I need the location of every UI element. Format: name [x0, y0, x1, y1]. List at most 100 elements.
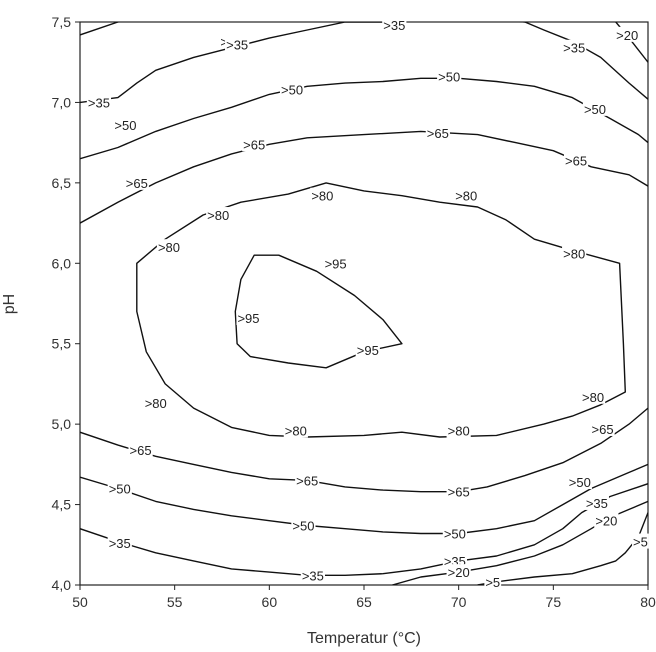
contour-label-background — [567, 474, 592, 490]
contour-label-text: >35 — [226, 38, 248, 53]
contour-label: >5 — [632, 533, 649, 550]
contour-line-5 — [477, 512, 648, 585]
contour-label: >50 — [567, 474, 592, 490]
contour-label-background — [107, 535, 132, 551]
contour-label: >50 — [437, 68, 462, 85]
contour-label-text: >65 — [296, 473, 318, 488]
contour-label-text: >65 — [130, 443, 152, 458]
contour-label: >65 — [446, 483, 471, 500]
contour-label-background — [446, 422, 471, 438]
x-tick-label: 60 — [262, 594, 278, 610]
contour-label-background — [242, 136, 267, 152]
contour-label-text: >65 — [126, 176, 148, 191]
y-tick-label: 7,0 — [52, 94, 72, 110]
contour-label: >95 — [236, 309, 261, 326]
contour-label-text: >50 — [584, 102, 606, 117]
contour-label-background — [113, 116, 138, 132]
contour-line-35-upper — [80, 22, 121, 36]
contour-label: >35 — [382, 17, 407, 33]
contour-label-text: >65 — [243, 137, 265, 152]
contour-label: >65 — [128, 441, 153, 458]
contour-label-text: >50 — [569, 475, 591, 490]
contour-label-text: >35 — [302, 568, 324, 583]
contour-line-50-lower — [80, 463, 648, 535]
contour-label-text: >80 — [448, 424, 470, 439]
contour-label-background — [310, 187, 335, 203]
contour-label-text: >50 — [114, 118, 136, 133]
contour-line-95 — [234, 254, 403, 369]
contour-label: >20 — [446, 564, 471, 580]
contour-label: >65 — [124, 174, 149, 191]
contour-line-80 — [136, 182, 626, 438]
contour-label-text: >5 — [485, 575, 500, 590]
x-tick-label: 50 — [72, 594, 88, 610]
contour-label: >35 — [300, 567, 325, 583]
contour-label-text: >20 — [595, 514, 617, 529]
contour-label-background — [632, 533, 649, 549]
contour-label: >65 — [425, 124, 450, 141]
contour-label-background — [156, 239, 182, 255]
y-tick-label: 7,5 — [52, 14, 72, 30]
contour-label-text: >50 — [292, 518, 314, 533]
contour-lines — [80, 22, 648, 585]
contour-label: >35 — [107, 535, 132, 551]
contour-label-background — [582, 100, 608, 116]
contour-label-text: >95 — [357, 343, 379, 358]
contour-label-text: >50 — [438, 70, 460, 85]
contour-label-background — [425, 124, 450, 140]
contour-label-text: >35 — [586, 496, 608, 511]
contour-label: >95 — [323, 255, 348, 271]
contour-label-text: >35 — [383, 18, 405, 33]
contour-label: >35 — [86, 94, 112, 110]
contour-label: >80 — [454, 187, 479, 204]
contour-label: >80 — [206, 207, 231, 223]
contour-label-text: >20 — [448, 565, 470, 580]
contour-label-background — [323, 255, 348, 271]
contour-label: >80 — [580, 388, 606, 405]
contour-label-text: >80 — [563, 247, 585, 262]
contour-label-text: >65 — [565, 153, 587, 168]
contour-line-50-upper — [80, 77, 648, 160]
contour-label: >5 — [484, 573, 502, 590]
x-axis-title: Temperatur (°C) — [307, 630, 421, 647]
contour-label: >20 — [594, 512, 619, 529]
x-tick-label: 80 — [640, 594, 656, 610]
contour-label-background — [442, 552, 467, 568]
contour-label-text: >80 — [311, 189, 333, 204]
contour-label-background — [107, 480, 132, 496]
contour-label: >80 — [446, 422, 471, 439]
plot-area: >95 >95 >95 >80 >80 >80 >80 >80 >80 >80 >80 >80 >65 >… — [79, 17, 649, 590]
contour-label: >65 — [563, 152, 589, 168]
x-tick-label: 70 — [451, 594, 467, 610]
contour-label-text: >65 — [592, 422, 614, 437]
contour-label: >65 — [242, 136, 267, 152]
contour-labels: >95 >95 >95 >80 >80 >80 >80 >80 >80 >80 >80 >80 >65 >… — [86, 17, 649, 590]
contour-label-background — [446, 564, 471, 580]
contour-label-background — [279, 81, 305, 97]
contour-label: >65 — [295, 472, 320, 488]
y-tick-label: 6,0 — [52, 255, 72, 271]
contour-label: >80 — [283, 422, 308, 439]
contour-label: >80 — [143, 395, 168, 411]
contour-label-text: >65 — [448, 485, 470, 500]
contour-label-text: >95 — [325, 256, 347, 271]
contour-label-background — [128, 441, 153, 457]
contour-label-background — [580, 388, 606, 404]
contour-label: >20 — [615, 26, 640, 43]
y-tick-label: 5,0 — [52, 416, 72, 432]
contour-label-background — [236, 309, 261, 325]
contour-label-text: >80 — [285, 424, 307, 439]
contour-label: >50 — [582, 100, 608, 117]
contour-label-background — [295, 472, 320, 488]
contour-line-35-upper-left — [80, 22, 648, 104]
contour-label-text: >80 — [207, 208, 229, 223]
contour-label-background — [590, 420, 615, 436]
contour-label-background — [562, 245, 587, 261]
contour-line-20-lower — [392, 500, 648, 585]
contour-label: >50 — [442, 525, 467, 542]
contour-label-background — [437, 68, 462, 84]
contour-label-background — [143, 395, 168, 411]
contour-label-text: >35 — [563, 41, 585, 56]
contour-label: >80 — [562, 245, 587, 262]
contour-label: >65 — [590, 420, 615, 437]
